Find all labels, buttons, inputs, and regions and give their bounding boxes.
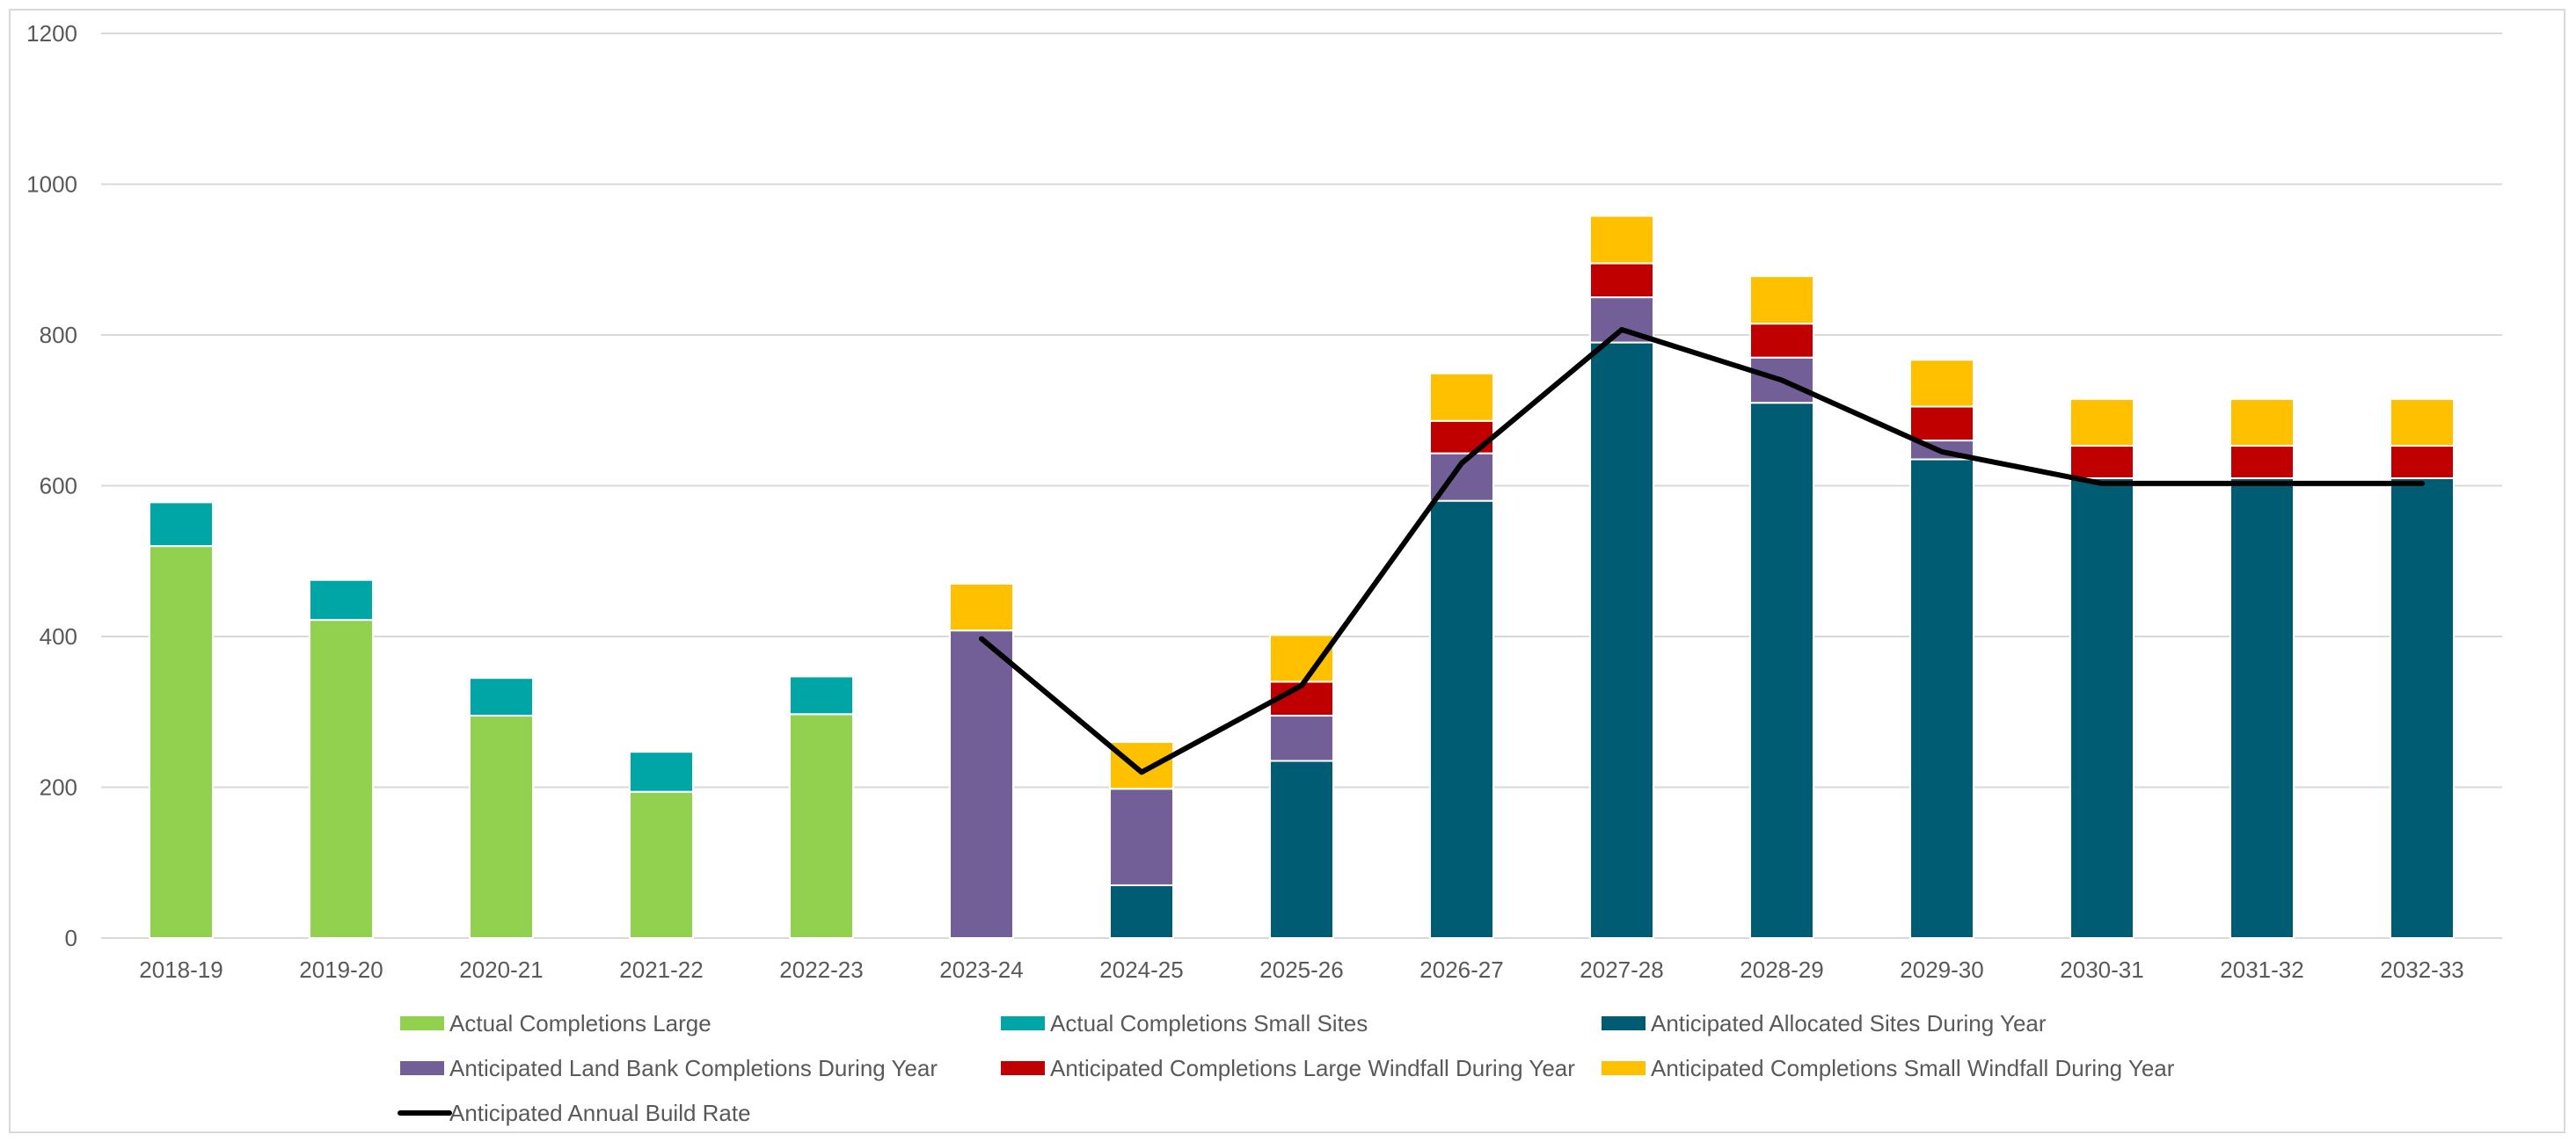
y-tick-label: 0 bbox=[65, 925, 77, 951]
bar-segment bbox=[1909, 405, 1974, 442]
legend-item: Anticipated Annual Build Rate bbox=[398, 1100, 751, 1126]
bar-segment bbox=[469, 677, 534, 717]
legend-swatch bbox=[400, 1061, 444, 1075]
build-rate-line bbox=[979, 326, 2425, 775]
legend-item: Actual Completions Small Sites bbox=[1001, 1010, 1368, 1037]
bar-segment bbox=[309, 578, 374, 622]
bar-segment bbox=[949, 582, 1014, 632]
bar-segment bbox=[1909, 359, 1974, 408]
legend-swatch bbox=[1602, 1016, 1646, 1030]
bar-segment bbox=[309, 619, 374, 939]
y-tick-label: 1200 bbox=[26, 20, 77, 47]
bar-segment bbox=[1589, 262, 1654, 299]
legend-label: Anticipated Completions Small Windfall D… bbox=[1651, 1055, 2175, 1081]
bar-segment bbox=[1109, 788, 1174, 886]
y-tick-label: 400 bbox=[40, 623, 77, 650]
bar-stacks bbox=[149, 215, 2455, 940]
x-tick-label: 2027-28 bbox=[1580, 957, 1663, 983]
x-tick-label: 2032-33 bbox=[2380, 957, 2463, 983]
legend-label: Anticipated Completions Large Windfall D… bbox=[1050, 1055, 1575, 1081]
bar-segment bbox=[949, 629, 1014, 939]
bar-segment bbox=[1429, 372, 1494, 422]
bar-segment bbox=[1749, 323, 1814, 359]
bar-segment bbox=[2229, 476, 2295, 939]
bar-segment bbox=[2390, 445, 2455, 479]
legend-item: Anticipated Completions Small Windfall D… bbox=[1602, 1055, 2175, 1081]
legend-swatch bbox=[1001, 1061, 1045, 1075]
legend-label: Actual Completions Small Sites bbox=[1050, 1010, 1368, 1037]
bar-segment bbox=[1429, 419, 1494, 455]
x-tick-label: 2022-23 bbox=[779, 957, 863, 983]
legend-item: Actual Completions Large bbox=[400, 1010, 712, 1037]
x-tick-label: 2030-31 bbox=[2060, 957, 2143, 983]
x-tick-label: 2029-30 bbox=[1900, 957, 1983, 983]
x-tick-label: 2021-22 bbox=[619, 957, 703, 983]
bar-segment bbox=[789, 713, 854, 940]
bar-segment bbox=[2390, 476, 2455, 939]
bar-segment bbox=[1109, 741, 1174, 790]
bar-segment bbox=[469, 715, 534, 939]
x-tick-label: 2020-21 bbox=[459, 957, 543, 983]
bar-segment bbox=[1589, 341, 1654, 939]
legend-swatch bbox=[1001, 1016, 1045, 1030]
x-tick-label: 2025-26 bbox=[1259, 957, 1343, 983]
bar-segment bbox=[149, 501, 214, 548]
axis-labels: 0 200 400 600 800 1000 1200 2018-19 2019-20 2020-… bbox=[26, 20, 2464, 983]
bar-segment bbox=[2069, 445, 2135, 479]
legend: Actual Completions Large Actual Completio… bbox=[398, 1010, 2175, 1126]
bar-segment bbox=[2229, 445, 2295, 479]
bar-segment bbox=[1269, 715, 1334, 762]
legend-label: Anticipated Annual Build Rate bbox=[449, 1100, 751, 1126]
bar-segment bbox=[789, 675, 854, 716]
bar-segment bbox=[1749, 275, 1814, 325]
legend-label: Anticipated Allocated Sites During Year bbox=[1651, 1010, 2047, 1037]
build-rate-polyline bbox=[979, 326, 2425, 775]
bar-segment bbox=[1749, 402, 1814, 939]
bar-segment bbox=[2390, 397, 2455, 447]
legend-item: Anticipated Allocated Sites During Year bbox=[1602, 1010, 2047, 1037]
chart-frame bbox=[9, 9, 2565, 1133]
x-tick-label: 2031-32 bbox=[2220, 957, 2303, 983]
y-tick-label: 800 bbox=[40, 322, 77, 348]
bar-segment bbox=[629, 790, 694, 940]
bar-segment bbox=[149, 545, 214, 939]
bar-segment bbox=[2229, 397, 2295, 447]
bar-segment bbox=[1909, 458, 1974, 939]
y-tick-label: 600 bbox=[40, 473, 77, 499]
legend-label: Actual Completions Large bbox=[449, 1010, 712, 1037]
bar-segment bbox=[2069, 397, 2135, 447]
legend-swatch bbox=[400, 1016, 444, 1030]
legend-item: Anticipated Completions Large Windfall D… bbox=[1001, 1055, 1575, 1081]
bar-segment bbox=[1429, 499, 1494, 940]
x-tick-label: 2023-24 bbox=[939, 957, 1023, 983]
legend-swatch bbox=[1602, 1061, 1646, 1075]
x-tick-label: 2019-20 bbox=[299, 957, 383, 983]
legend-item: Anticipated Land Bank Completions During… bbox=[400, 1055, 938, 1081]
bar-segment bbox=[1589, 215, 1654, 265]
y-tick-label: 200 bbox=[40, 775, 77, 801]
y-tick-label: 1000 bbox=[26, 171, 77, 198]
bar-segment bbox=[1269, 760, 1334, 939]
legend-label: Anticipated Land Bank Completions During… bbox=[449, 1055, 938, 1081]
bar-segment bbox=[2069, 476, 2135, 939]
x-tick-label: 2024-25 bbox=[1099, 957, 1183, 983]
x-tick-label: 2026-27 bbox=[1419, 957, 1503, 983]
bar-segment bbox=[629, 751, 694, 793]
bar-segment bbox=[1109, 884, 1174, 939]
x-tick-label: 2028-29 bbox=[1740, 957, 1823, 983]
x-tick-label: 2018-19 bbox=[139, 957, 223, 983]
